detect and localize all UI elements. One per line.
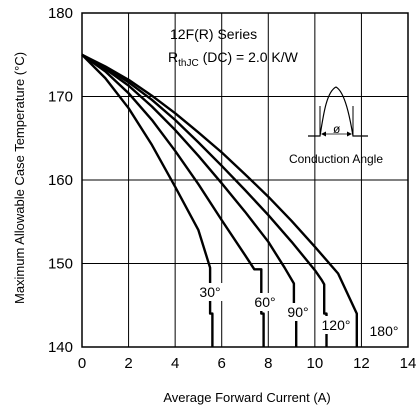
series-labels: 30° 60° 90° 120° 180° [197,283,401,340]
series-label: 180° [370,323,399,339]
series-label: 90° [287,304,308,320]
series-line [81,53,265,347]
x-tick-label: 4 [171,355,179,372]
x-tick-label: 10 [307,355,324,372]
y-tick-label: 180 [48,5,73,22]
series-line [81,53,214,347]
series-line [81,53,358,347]
series-label: 60° [254,294,275,310]
series-label: 30° [199,284,220,300]
series-label-background [285,303,311,321]
angle-arrowhead-right [347,131,352,137]
annotation: 12F(R) Series RthJC (DC) = 2.0 K/W [168,26,299,69]
x-tick-label: 8 [264,355,272,372]
series-lines [81,53,358,347]
y-tick-label: 140 [48,339,73,356]
x-axis-title: Average Forward Current (A) [163,390,330,405]
series-label-background [319,316,353,334]
grid [82,13,408,347]
series-label: 120° [322,317,351,333]
x-tick-label: 6 [218,355,226,372]
series-line [81,53,328,347]
conduction-angle-label: Conduction Angle [289,152,383,166]
plot-frame [81,12,409,348]
conduction-waveform [308,86,368,137]
x-tick-label: 14 [400,355,417,372]
y-axis-title: Maximum Allowable Case Temperature (°C) [12,52,27,304]
angle-arrowhead-left [321,131,326,137]
x-tick-label: 12 [353,355,370,372]
series-label-background [252,293,278,311]
y-tick-label: 150 [48,256,73,273]
y-tick-label: 160 [48,172,73,189]
x-tick-label: 2 [124,355,132,372]
tick-labels: 0 2 4 6 8 10 12 14 140 150 160 170 180 [48,5,416,372]
series-label-background [197,283,223,301]
series-label-background [367,322,401,340]
angle-symbol: ø [333,122,341,136]
y-tick-label: 170 [48,89,73,106]
resistance-annotation: RthJC (DC) = 2.0 K/W [168,49,299,69]
conduction-angle-inset: ø Conduction Angle [289,86,383,166]
x-tick-label: 0 [78,355,86,372]
series-annotation: 12F(R) Series [170,26,257,42]
